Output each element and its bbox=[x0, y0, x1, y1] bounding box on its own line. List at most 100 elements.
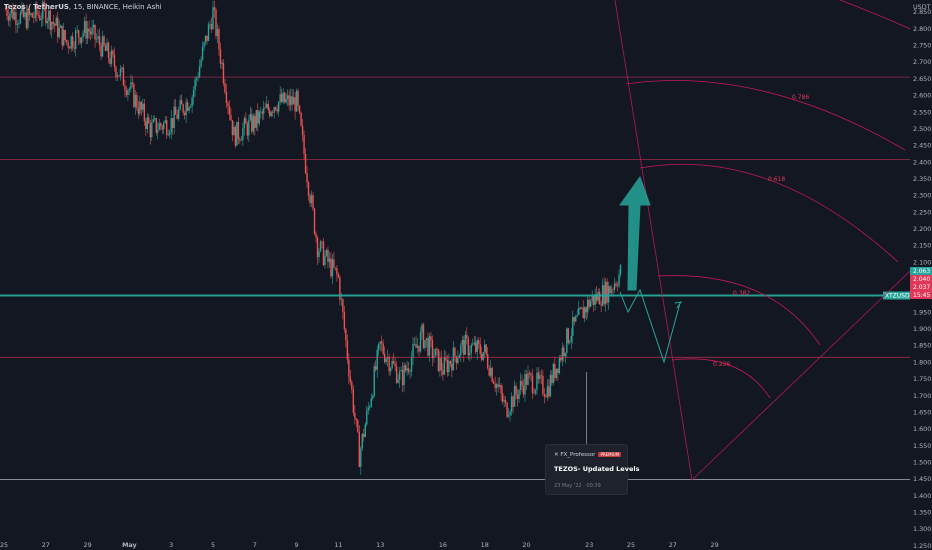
trend-drawings bbox=[619, 175, 683, 364]
candle bbox=[37, 14, 40, 16]
candle bbox=[66, 40, 68, 43]
idea-card[interactable]: ✕ FX_Professor PREMIUM TEZOS- Updated Lev… bbox=[545, 444, 639, 495]
candle bbox=[400, 370, 402, 372]
candle bbox=[273, 107, 275, 113]
candle bbox=[363, 433, 365, 437]
candle bbox=[169, 132, 171, 135]
candle bbox=[16, 23, 19, 25]
candle bbox=[566, 328, 568, 353]
candle bbox=[15, 12, 17, 25]
candle bbox=[569, 341, 571, 343]
candle bbox=[334, 267, 337, 269]
candle bbox=[295, 90, 298, 112]
candle bbox=[101, 36, 104, 57]
candle bbox=[60, 25, 62, 28]
candle bbox=[373, 366, 375, 396]
candle bbox=[225, 92, 228, 103]
candle bbox=[291, 96, 293, 105]
candle bbox=[328, 258, 331, 262]
idea-author[interactable]: ✕ FX_Professor PREMIUM bbox=[554, 452, 622, 458]
candle bbox=[249, 113, 252, 120]
candle bbox=[418, 345, 420, 352]
candle bbox=[415, 343, 417, 348]
candle bbox=[283, 92, 286, 103]
candle bbox=[525, 374, 528, 385]
candle bbox=[224, 83, 226, 93]
candle bbox=[248, 119, 250, 136]
candle bbox=[12, 8, 14, 20]
fib-arc bbox=[657, 275, 821, 346]
candle bbox=[104, 45, 107, 51]
candle bbox=[303, 134, 305, 154]
candle bbox=[91, 27, 93, 35]
candle bbox=[86, 28, 89, 39]
candle bbox=[427, 338, 429, 356]
candle bbox=[261, 111, 263, 114]
candle bbox=[475, 342, 477, 353]
candle bbox=[591, 296, 593, 302]
candle bbox=[452, 347, 455, 371]
candle bbox=[507, 415, 510, 417]
candle bbox=[115, 66, 117, 77]
candle bbox=[279, 94, 281, 102]
candle bbox=[54, 23, 56, 26]
candle bbox=[375, 366, 377, 370]
candle bbox=[434, 348, 437, 357]
time-tick-label: 25 bbox=[0, 541, 8, 549]
candle bbox=[40, 18, 43, 21]
candle bbox=[88, 28, 90, 32]
candle bbox=[103, 36, 105, 46]
candle bbox=[186, 102, 189, 111]
candle bbox=[576, 314, 578, 317]
time-tick-label: 25 bbox=[627, 541, 635, 549]
time-tick-label: 5 bbox=[211, 541, 215, 549]
candle bbox=[24, 12, 26, 17]
candle bbox=[107, 42, 110, 58]
candle bbox=[80, 37, 83, 44]
candle bbox=[183, 112, 186, 116]
candle bbox=[445, 357, 447, 360]
candle bbox=[322, 241, 325, 266]
candle bbox=[509, 411, 511, 416]
candle bbox=[21, 5, 23, 13]
candle bbox=[212, 7, 214, 30]
candle bbox=[269, 109, 271, 116]
price-tag-label: 2.040 bbox=[913, 276, 930, 283]
candle bbox=[500, 385, 502, 394]
candle bbox=[522, 385, 525, 395]
candle bbox=[409, 371, 411, 373]
candle bbox=[164, 120, 166, 123]
symbol-tag bbox=[883, 291, 910, 300]
fib-arc bbox=[625, 80, 906, 151]
candle bbox=[267, 103, 269, 110]
candle bbox=[49, 10, 51, 30]
candle bbox=[33, 17, 35, 19]
candle bbox=[463, 339, 465, 355]
candle bbox=[336, 268, 338, 275]
fib-trend-line bbox=[614, 0, 693, 481]
candle bbox=[177, 109, 180, 119]
candle bbox=[552, 363, 555, 384]
candle bbox=[488, 367, 490, 376]
candle bbox=[454, 347, 456, 357]
candle bbox=[219, 49, 222, 64]
candle bbox=[7, 16, 10, 21]
candle bbox=[467, 338, 469, 356]
candle bbox=[130, 82, 132, 89]
candle bbox=[216, 28, 219, 36]
candle bbox=[36, 4, 38, 15]
price-tick-label: 2.500 bbox=[913, 125, 931, 133]
price-tick-label: 2.700 bbox=[913, 58, 931, 66]
candle bbox=[612, 289, 614, 291]
candle bbox=[142, 103, 144, 110]
time-axis: 25 27 29 May 3 5 7 9 11 13 16 18 20 23 25 27 29 bbox=[0, 541, 719, 549]
candle bbox=[188, 107, 190, 111]
candle bbox=[200, 59, 202, 67]
candle bbox=[19, 12, 22, 24]
candle bbox=[484, 344, 486, 353]
fib-diagonal-line bbox=[691, 249, 932, 481]
price-tick-label: 2.600 bbox=[913, 92, 931, 100]
candle bbox=[369, 406, 371, 408]
candle bbox=[449, 361, 452, 364]
